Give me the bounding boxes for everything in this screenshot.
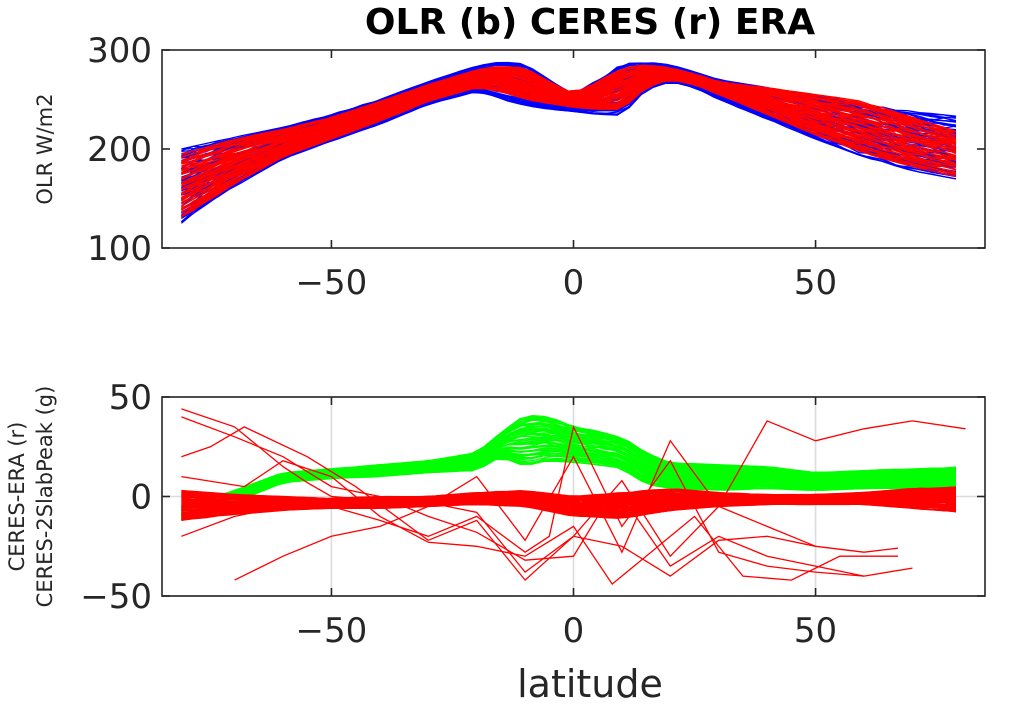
- outlier-line: [181, 424, 913, 577]
- series-1: [180, 64, 957, 218]
- series-1: [181, 486, 957, 521]
- x-tick-label: 50: [794, 611, 837, 651]
- x-tick-label: 0: [563, 263, 585, 303]
- series-line: [181, 415, 957, 508]
- y-tick-label: 0: [130, 478, 152, 518]
- y-tick-label: 200: [87, 130, 152, 170]
- outlier-line: [181, 459, 898, 586]
- top-panel-olr: −50 0 50 100 200 300 OLR W/m2: [33, 31, 986, 303]
- x-tick-label: −50: [296, 611, 368, 651]
- y-tick-label: −50: [80, 577, 152, 617]
- series-line: [181, 77, 957, 208]
- figure-title: OLR (b) CERES (r) ERA: [365, 2, 815, 43]
- outlier-line: [234, 439, 816, 581]
- series-line: [181, 81, 957, 219]
- x-tick-label: 50: [794, 263, 837, 303]
- bottom-panel-differences: −50 0 50 −50 0 50 CERES-ERA (r) CERES-2SlabPeak…: [5, 378, 986, 651]
- series-line: [181, 486, 957, 500]
- outlier-line: [181, 426, 898, 582]
- y-tick-label: 50: [109, 378, 152, 418]
- series-line: [181, 78, 957, 212]
- y-axis-label: CERES-ERA (r): [5, 422, 29, 572]
- y-tick-label: 100: [87, 229, 152, 269]
- y-tick-label: 300: [87, 31, 152, 71]
- series-line: [181, 64, 957, 156]
- series-2: [181, 408, 966, 586]
- y-axis-label: OLR W/m2: [33, 93, 57, 204]
- x-tick-label: 0: [563, 611, 585, 651]
- y-axis-label: CERES-2SlabPeak (g): [33, 386, 57, 608]
- x-axis-label: latitude: [517, 662, 663, 706]
- series-line: [181, 67, 957, 165]
- outlier-line: [181, 408, 966, 573]
- x-tick-label: −50: [296, 263, 368, 303]
- series-line: [181, 74, 908, 194]
